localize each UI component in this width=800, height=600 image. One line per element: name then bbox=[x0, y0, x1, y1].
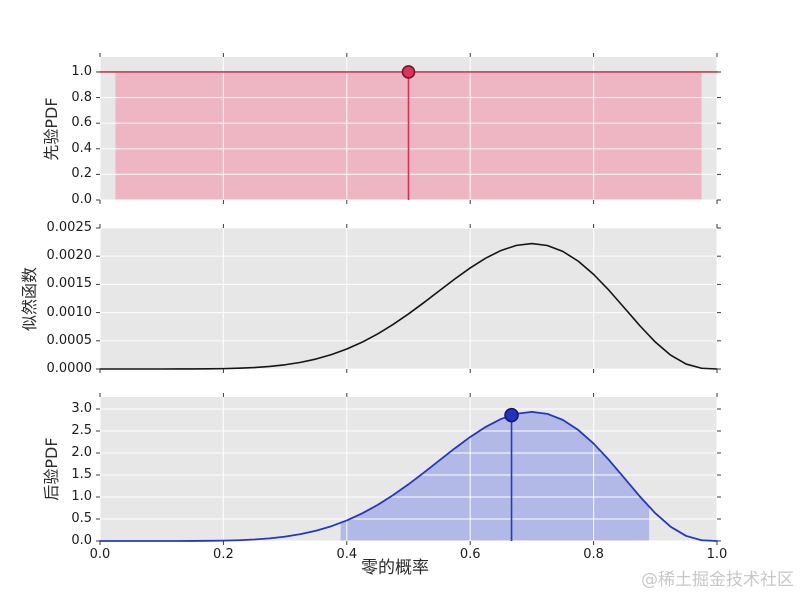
posterior-pdf-ytick-label: 2.5 bbox=[71, 423, 92, 438]
prior-pdf-ytick-label: 0.4 bbox=[71, 140, 92, 156]
xtick-label: 0.4 bbox=[336, 547, 358, 562]
posterior-pdf-ytick-label: 0.0 bbox=[71, 533, 92, 548]
xtick-label: 0.2 bbox=[213, 547, 234, 562]
prior-pdf-marker bbox=[401, 65, 416, 79]
posterior-pdf-ytick-label: 0.5 bbox=[71, 511, 92, 526]
posterior-pdf-marker bbox=[504, 407, 519, 423]
prior-pdf-ytick-label: 0.6 bbox=[71, 115, 92, 131]
likelihood-curve bbox=[99, 242, 718, 370]
likelihood-ytick-label: 0.0005 bbox=[46, 332, 93, 348]
posterior-pdf-ytick-label: 2.0 bbox=[71, 445, 92, 460]
posterior-pdf-ytick-label: 1.0 bbox=[71, 489, 92, 504]
likelihood-ytick-label: 0.0020 bbox=[46, 248, 93, 264]
prior-pdf-ytick-label: 1.0 bbox=[71, 63, 92, 79]
likelihood-ytick-label: 0.0000 bbox=[46, 361, 93, 376]
likelihood-ytick-label: 0.0010 bbox=[46, 304, 93, 320]
x-axis-label: 零的概率 bbox=[361, 558, 429, 578]
posterior-pdf-area bbox=[340, 411, 650, 541]
posterior-pdf-curve bbox=[99, 410, 718, 542]
xtick-label: 0.8 bbox=[583, 547, 604, 562]
xtick-label: 0.6 bbox=[459, 547, 481, 562]
prior-pdf-ytick-label: 0.2 bbox=[71, 166, 92, 182]
prior-pdf-ytick-label: 0.0 bbox=[71, 192, 92, 207]
likelihood-ytick-label: 0.0015 bbox=[46, 276, 93, 292]
likelihood-plot bbox=[96, 224, 721, 373]
xtick-label: 1.0 bbox=[706, 547, 728, 562]
xtick-label: 0.0 bbox=[89, 547, 111, 562]
posterior-pdf-ytick-label: 1.5 bbox=[71, 467, 92, 482]
watermark: @稀土掘金技术社区 bbox=[641, 570, 794, 590]
prior-pdf-plot bbox=[96, 53, 721, 204]
posterior-pdf-plot bbox=[96, 393, 721, 545]
posterior-pdf-ytick-label: 3.0 bbox=[71, 401, 92, 416]
likelihood-ytick-label: 0.0025 bbox=[46, 220, 93, 235]
prior-pdf-ytick-label: 0.8 bbox=[71, 89, 92, 105]
